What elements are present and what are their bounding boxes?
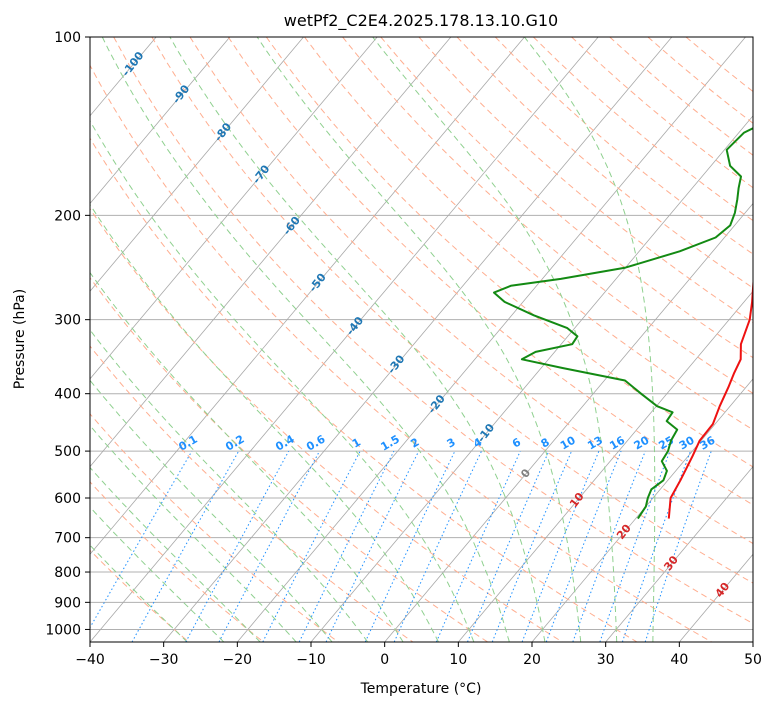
dry-adiabat bbox=[90, 207, 563, 642]
dry-adiabat bbox=[90, 413, 339, 642]
x-tick-label: −10 bbox=[296, 652, 326, 668]
isotherm bbox=[90, 37, 231, 205]
mixing-ratio-line bbox=[491, 450, 573, 642]
thermodynamic-background bbox=[0, 37, 753, 642]
mixing-ratio-line bbox=[262, 450, 361, 642]
mixing-ratio-line bbox=[131, 450, 240, 642]
x-tick-label: 40 bbox=[670, 652, 688, 668]
isotherm bbox=[384, 202, 753, 642]
y-tick-label: 100 bbox=[54, 30, 81, 46]
isotherm bbox=[90, 37, 599, 642]
isotherm bbox=[90, 37, 304, 292]
mixing-ratio-line bbox=[435, 450, 521, 642]
x-tick-label: 10 bbox=[449, 652, 467, 668]
dry-adiabat bbox=[151, 37, 753, 584]
moist-adiabat bbox=[90, 506, 225, 642]
x-tick-label: 0 bbox=[380, 652, 389, 668]
isotherm bbox=[0, 37, 9, 642]
isotherm bbox=[90, 37, 525, 555]
mixing-ratio-line bbox=[298, 450, 395, 642]
x-tick-label: 30 bbox=[597, 652, 615, 668]
y-tick-label: 1000 bbox=[45, 622, 81, 638]
dry-adiabat bbox=[90, 276, 488, 642]
isotherm bbox=[605, 465, 753, 642]
isotherm bbox=[163, 37, 673, 642]
x-tick-label: 20 bbox=[523, 652, 541, 668]
isotherm bbox=[458, 290, 753, 642]
x-tick-label: −40 bbox=[75, 652, 105, 668]
x-axis-ticks: −40 −30 −20 −10 0 10 20 30 40 50 bbox=[75, 642, 762, 668]
mixing-ratio-line bbox=[599, 450, 671, 642]
moist-adiabat bbox=[256, 37, 582, 642]
dry-adiabat bbox=[90, 549, 190, 642]
y-axis-ticks: 100 200 300 400 500 600 700 800 900 1000 bbox=[45, 30, 90, 638]
isotherm bbox=[90, 37, 452, 468]
dry-adiabat bbox=[90, 64, 712, 642]
y-tick-label: 300 bbox=[54, 313, 81, 329]
moist-adiabat bbox=[90, 544, 188, 642]
moist-adiabat bbox=[90, 271, 404, 642]
x-tick-label: 50 bbox=[744, 652, 762, 668]
dry-adiabat bbox=[90, 345, 414, 642]
mixing-ratio-line bbox=[572, 450, 646, 642]
isotherm bbox=[237, 37, 746, 642]
moist-adiabat bbox=[101, 37, 510, 642]
isotherm bbox=[752, 641, 753, 642]
y-tick-label: 500 bbox=[54, 444, 81, 460]
x-tick-label: −20 bbox=[223, 652, 253, 668]
dry-adiabat bbox=[265, 37, 753, 468]
mixing-ratio-line bbox=[521, 450, 600, 642]
dry-adiabat bbox=[90, 481, 264, 642]
y-tick-label: 700 bbox=[54, 531, 81, 547]
y-tick-label: 400 bbox=[54, 387, 81, 403]
dry-adiabat bbox=[342, 37, 753, 394]
dry-adiabat bbox=[227, 37, 753, 506]
isotherm bbox=[531, 378, 753, 642]
temperature-profile-line bbox=[667, 278, 753, 519]
y-tick-label: 600 bbox=[54, 491, 81, 507]
dry-adiabat bbox=[113, 37, 753, 625]
profile-series bbox=[493, 127, 753, 520]
mixing-ratio-line bbox=[185, 450, 290, 642]
mixing-ratio-line bbox=[545, 450, 622, 642]
moist-adiabat bbox=[90, 379, 333, 642]
dry-adiabat bbox=[90, 137, 638, 642]
y-tick-label: 900 bbox=[54, 595, 81, 611]
plot-area bbox=[90, 37, 753, 642]
moist-adiabat bbox=[90, 119, 475, 642]
mixing-ratio-line bbox=[621, 450, 691, 642]
moist-adiabat bbox=[90, 329, 369, 642]
moist-adiabat bbox=[169, 37, 546, 642]
y-tick-label: 200 bbox=[54, 208, 81, 224]
x-axis-label: Temperature (°C) bbox=[360, 681, 482, 697]
chart-title: wetPf2_C2E4.2025.178.13.10.G10 bbox=[284, 11, 558, 31]
mixing-ratio-line bbox=[644, 450, 712, 642]
pressure-gridlines bbox=[90, 37, 753, 630]
y-tick-label: 800 bbox=[54, 565, 81, 581]
mixing-ratio-line bbox=[218, 450, 320, 642]
y-axis-label: Pressure (hPa) bbox=[12, 289, 28, 389]
isotherm bbox=[90, 37, 378, 380]
plot-frame bbox=[89, 36, 754, 643]
isotherm bbox=[310, 115, 753, 642]
mixing-ratio-line bbox=[467, 450, 550, 642]
x-tick-label: −30 bbox=[149, 652, 179, 668]
dewpoint-profile-line bbox=[493, 127, 753, 520]
